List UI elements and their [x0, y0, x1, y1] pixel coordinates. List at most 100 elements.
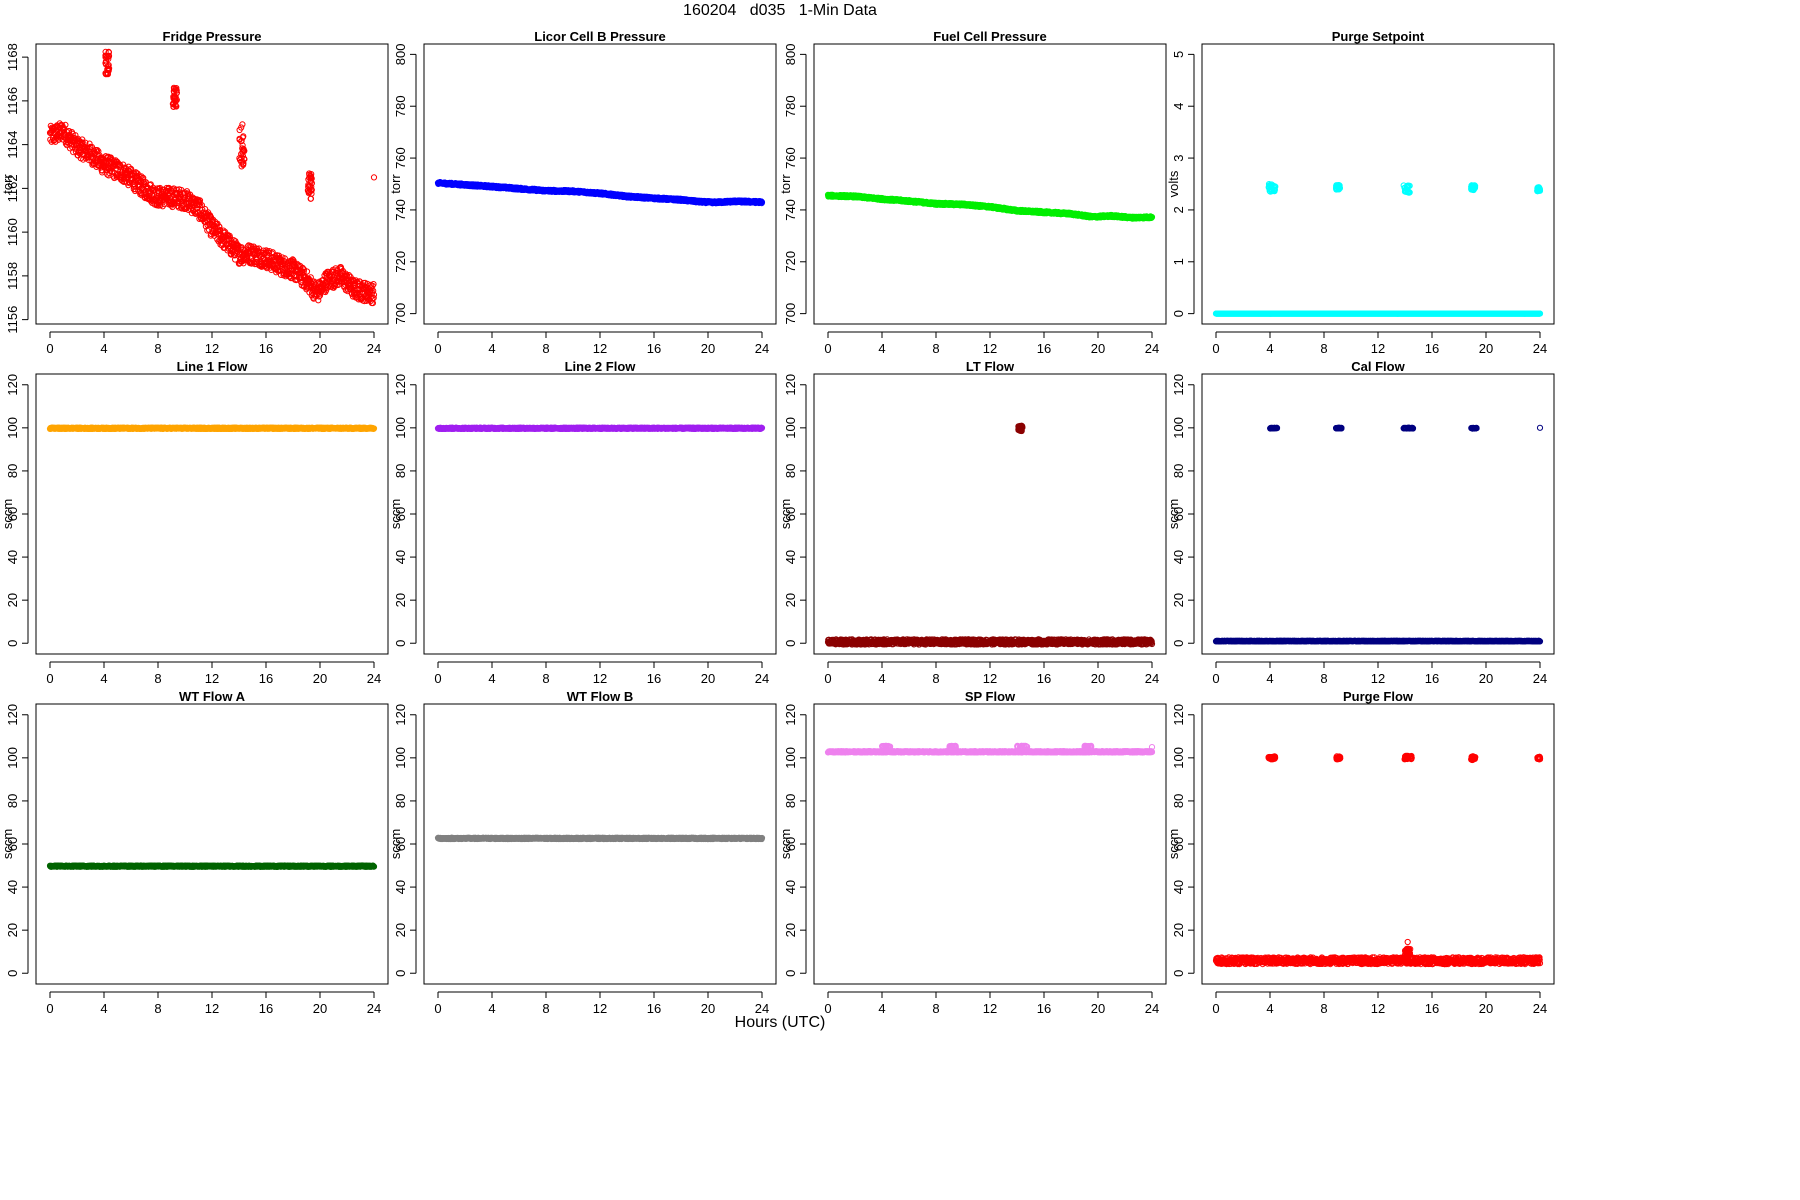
plot-frame: [813, 43, 1167, 325]
data-point: [79, 136, 86, 143]
y-tick-label: 2: [1171, 206, 1186, 213]
data-point: [290, 259, 298, 266]
x-tick-label: 4: [1266, 341, 1273, 356]
data-points: [46, 48, 378, 307]
y-axis-label: torr: [778, 174, 793, 194]
x-tick-label: 12: [1371, 341, 1385, 356]
data-point: [300, 268, 307, 275]
y-axis: 1156 1158 1160 1162 1164 1166 1168 torr: [0, 43, 29, 334]
data-point: [177, 190, 184, 197]
x-tick-label: 12: [593, 341, 607, 356]
x-tick-label: 16: [1425, 341, 1439, 356]
x-tick-label: 0: [46, 341, 53, 356]
y-tick-label: 1160: [5, 218, 20, 246]
y-tick-label: 1164: [5, 131, 20, 159]
y-tick-label: 1158: [5, 262, 20, 290]
data-point: [62, 121, 69, 129]
chart-title: Fridge Pressure: [163, 29, 262, 44]
data-point: [215, 230, 222, 238]
x-tick-label: 20: [1091, 341, 1105, 356]
x-tick-label: 8: [932, 341, 939, 356]
chart-title: Purge Setpoint: [1332, 29, 1425, 44]
y-tick-label: 760: [783, 147, 798, 169]
data-points: [434, 179, 766, 207]
data-point: [128, 165, 135, 172]
x-tick-label: 24: [1533, 341, 1547, 356]
x-tick-label: 24: [755, 341, 769, 356]
data-point: [219, 241, 226, 248]
data-point: [304, 284, 311, 291]
y-tick-label: 740: [393, 199, 408, 221]
y-axis-label: torr: [388, 174, 403, 194]
x-tick-label: 8: [1320, 341, 1327, 356]
x-tick-label: 0: [1212, 341, 1219, 356]
x-tick-label: 12: [205, 341, 219, 356]
chart-panel: Fuel Cell Pressure 0 4 8 12 16 20 24 700 720 740 76…: [778, 29, 1167, 356]
x-tick-label: 16: [1037, 341, 1051, 356]
x-tick-label: 16: [647, 341, 661, 356]
y-tick-label: 1: [1171, 258, 1186, 265]
y-tick-label: 800: [783, 44, 798, 66]
y-tick-label: 720: [393, 251, 408, 273]
data-point: [303, 268, 311, 275]
data-point: [343, 272, 351, 279]
data-point: [88, 143, 96, 151]
data-point: [199, 206, 206, 213]
x-tick-label: 4: [100, 341, 107, 356]
data-point: [299, 265, 306, 272]
y-tick-label: 760: [393, 147, 408, 169]
data-point: [262, 249, 269, 256]
chart-title: Fuel Cell Pressure: [933, 29, 1046, 44]
x-tick-label: 20: [701, 341, 715, 356]
y-tick-label: 1166: [5, 87, 20, 115]
x-tick-label: 20: [313, 341, 327, 356]
y-tick-label: 800: [393, 44, 408, 66]
data-points: [824, 191, 1156, 222]
y-axis-label: torr: [0, 174, 15, 194]
x-tick-label: 0: [824, 341, 831, 356]
y-tick-label: 1156: [5, 306, 20, 334]
x-tick-label: 24: [367, 341, 381, 356]
data-point: [142, 179, 149, 186]
y-tick-label: 1168: [5, 43, 20, 71]
x-tick-label: 0: [434, 341, 441, 356]
x-tick-label: 16: [259, 341, 273, 356]
x-tick-label: 4: [488, 341, 495, 356]
chart-title: Licor Cell B Pressure: [534, 29, 666, 44]
x-axis: 0 4 8 12 16 20 24: [824, 331, 1159, 356]
y-tick-label: 720: [783, 251, 798, 273]
data-point: [370, 174, 378, 181]
y-tick-label: 740: [783, 199, 798, 221]
y-axis: 700 720 740 760 780 800 torr: [388, 44, 417, 325]
x-axis: 0 4 8 12 16 20 24: [434, 331, 769, 356]
y-tick-label: 0: [1171, 310, 1186, 317]
plot-frame: [1201, 43, 1555, 325]
x-tick-label: 8: [154, 341, 161, 356]
data-point: [150, 184, 157, 191]
y-tick-label: 1162: [5, 174, 20, 202]
data-point: [55, 136, 62, 143]
data-point: [94, 147, 101, 154]
y-tick-label: 5: [1171, 51, 1186, 58]
x-tick-label: 20: [1479, 341, 1493, 356]
data-point: [216, 223, 223, 230]
x-tick-label: 4: [878, 341, 885, 356]
data-point: [156, 184, 164, 192]
data-point: [307, 195, 314, 202]
page-title: 160204 d035 1-Min Data: [683, 2, 877, 19]
data-points: [1212, 181, 1544, 317]
x-axis: 0 4 8 12 16 20 24: [46, 331, 381, 356]
x-tick-label: 24: [1145, 341, 1159, 356]
x-tick-label: 12: [983, 341, 997, 356]
y-tick-label: 780: [393, 95, 408, 117]
data-point: [239, 121, 246, 128]
y-tick-label: 700: [393, 303, 408, 325]
y-tick-label: 4: [1171, 103, 1186, 110]
y-tick-label: 700: [783, 303, 798, 325]
y-tick-label: 3: [1171, 154, 1186, 161]
